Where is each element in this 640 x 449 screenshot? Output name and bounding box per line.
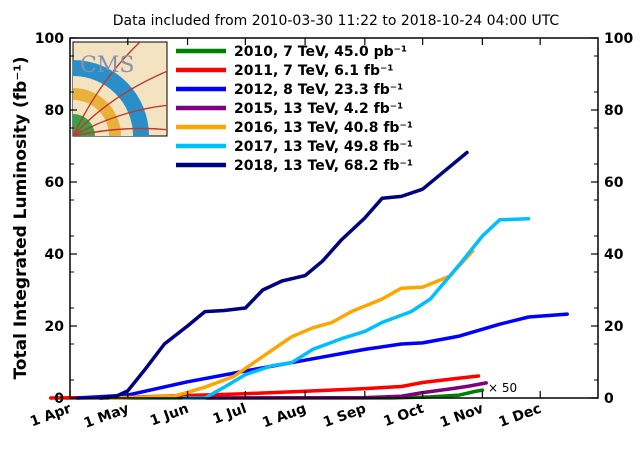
plot-frame bbox=[69, 37, 599, 399]
y-tick-label-right-1: 20 bbox=[604, 319, 624, 335]
y-tick-label-right-3: 60 bbox=[604, 175, 624, 191]
legend-label-1: 2011, 7 TeV, 6.1 fb⁻¹ bbox=[234, 63, 394, 79]
y-tick-label-left-4: 80 bbox=[45, 103, 65, 119]
x-tick-label-2: 1 Jun bbox=[148, 401, 191, 430]
x-tick-label-1: 1 May bbox=[82, 401, 131, 432]
chart-title: Data included from 2010-03-30 11:22 to 2… bbox=[113, 13, 560, 29]
x-tick-label-7: 1 Nov bbox=[438, 401, 486, 431]
x-tick-label-6: 1 Oct bbox=[382, 401, 427, 430]
legend-label-3: 2015, 13 TeV, 4.2 fb⁻¹ bbox=[234, 101, 403, 117]
x-tick-label-3: 1 Jul bbox=[211, 401, 249, 428]
x-tick-label-5: 1 Sep bbox=[321, 401, 368, 431]
y-tick-label-left-0: 0 bbox=[54, 391, 64, 407]
legend-label-6: 2018, 13 TeV, 68.2 fb⁻¹ bbox=[234, 158, 413, 174]
legend-label-4: 2016, 13 TeV, 40.8 fb⁻¹ bbox=[234, 120, 413, 136]
cms-logo: CMS bbox=[72, 41, 168, 137]
y-tick-label-left-5: 100 bbox=[35, 31, 64, 47]
y-tick-label-left-3: 60 bbox=[45, 175, 65, 191]
y-tick-label-right-5: 100 bbox=[604, 31, 633, 47]
y-axis-title: Total Integrated Luminosity (fb⁻¹) bbox=[11, 56, 31, 379]
y-tick-label-right-2: 40 bbox=[604, 247, 624, 263]
x-tick-label-8: 1 Dec bbox=[497, 401, 544, 431]
x-tick-label-4: 1 Aug bbox=[260, 401, 308, 432]
x-tick-label-0: 1 Apr bbox=[28, 401, 73, 431]
legend-label-0: 2010, 7 TeV, 45.0 pb⁻¹ bbox=[234, 44, 407, 60]
scale-annotation: × 50 bbox=[488, 381, 517, 395]
series-line-5 bbox=[181, 216, 531, 400]
series-line-2 bbox=[75, 312, 569, 400]
y-tick-label-left-1: 20 bbox=[45, 319, 65, 335]
legend-label-5: 2017, 13 TeV, 49.8 fb⁻¹ bbox=[234, 139, 413, 155]
svg-text:CMS: CMS bbox=[80, 53, 134, 78]
legend-label-2: 2012, 8 TeV, 23.3 fb⁻¹ bbox=[234, 82, 403, 98]
y-tick-label-right-4: 80 bbox=[604, 103, 624, 119]
series-line-4 bbox=[108, 249, 475, 400]
y-tick-label-left-2: 40 bbox=[45, 247, 65, 263]
series-line-6 bbox=[99, 150, 469, 400]
y-tick-label-right-0: 0 bbox=[604, 391, 614, 407]
